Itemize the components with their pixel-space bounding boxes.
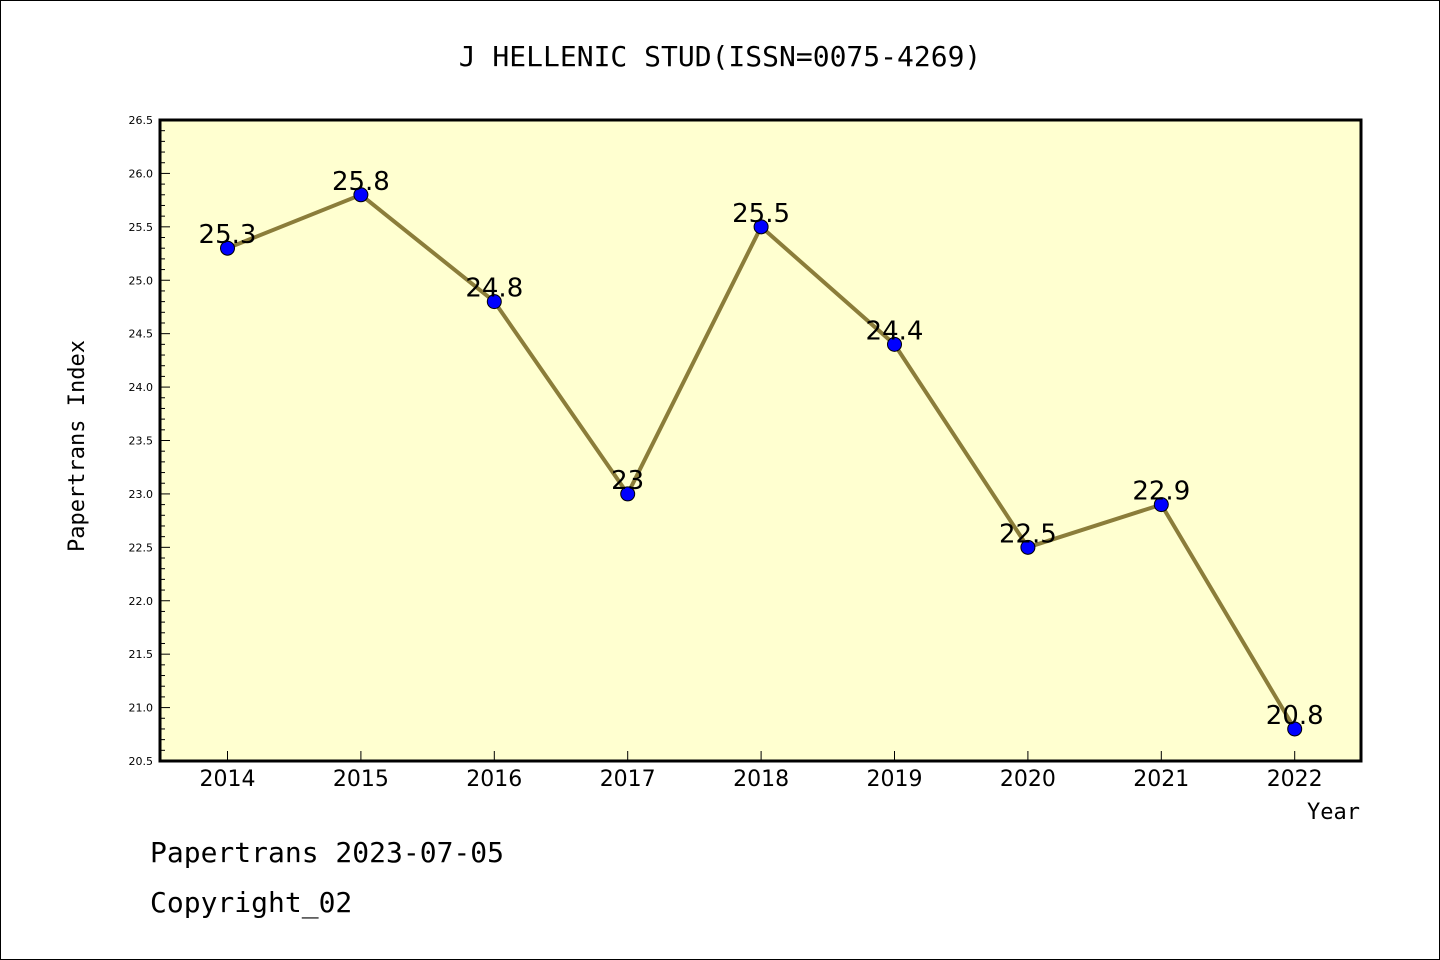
footer-source: Papertrans 2023-07-05 bbox=[150, 836, 505, 869]
y-tick-label: 21.0 bbox=[129, 702, 154, 715]
data-point bbox=[887, 336, 902, 352]
x-tick-label: 2017 bbox=[600, 767, 656, 792]
data-label: 25.5 bbox=[732, 199, 790, 229]
data-point bbox=[1287, 721, 1303, 737]
data-point bbox=[220, 240, 235, 256]
y-tick-label: 21.5 bbox=[129, 648, 154, 661]
x-tick-label: 2018 bbox=[733, 767, 789, 792]
y-tick-label: 25.0 bbox=[129, 274, 154, 287]
y-tick-label: 23.5 bbox=[129, 435, 154, 448]
data-label: 23 bbox=[611, 466, 644, 496]
x-tick-label: 2019 bbox=[867, 767, 923, 792]
x-tick-label: 2014 bbox=[200, 767, 256, 792]
y-tick-label: 22.5 bbox=[129, 541, 154, 554]
x-tick-label: 2020 bbox=[1000, 767, 1056, 792]
y-tick-label: 26.5 bbox=[129, 114, 154, 127]
data-label: 20.8 bbox=[1266, 701, 1324, 731]
y-tick-label: 23.0 bbox=[129, 488, 154, 501]
data-point bbox=[753, 219, 769, 235]
data-point bbox=[620, 486, 636, 502]
data-label: 25.3 bbox=[199, 220, 257, 250]
chart-title: J HELLENIC STUD(ISSN=0075-4269) bbox=[459, 40, 982, 73]
y-tick-label: 25.5 bbox=[129, 221, 154, 234]
data-labels: 25.3 25.8 24.8 23 25.5 24.4 22.5 22.9 20.8 bbox=[199, 167, 1324, 731]
x-tick-label: 2015 bbox=[333, 767, 389, 792]
x-tick-label: 2021 bbox=[1133, 767, 1189, 792]
footer-copyright: Copyright_02 bbox=[150, 886, 353, 919]
y-axis-label: Papertrans Index bbox=[65, 340, 90, 552]
y-tick-label: 20.5 bbox=[129, 755, 154, 768]
y-axis-ticks: 20.5 21.0 21.5 22.0 22.5 23.0 23.5 24.0 24.5 25.0… bbox=[129, 114, 170, 768]
data-label: 24.8 bbox=[465, 274, 523, 304]
y-tick-label: 24.5 bbox=[129, 328, 154, 341]
data-point bbox=[353, 187, 369, 203]
data-label: 24.4 bbox=[866, 316, 924, 346]
data-point bbox=[1153, 497, 1169, 513]
x-axis-label: Year bbox=[1307, 800, 1360, 825]
data-points bbox=[220, 187, 1303, 737]
y-tick-label: 22.0 bbox=[129, 595, 154, 608]
data-label: 22.9 bbox=[1132, 477, 1190, 507]
y-tick-label: 26.0 bbox=[129, 167, 154, 180]
x-tick-label: 2016 bbox=[466, 767, 522, 792]
x-tick-label: 2022 bbox=[1267, 767, 1323, 792]
data-point bbox=[486, 294, 502, 310]
data-label: 25.8 bbox=[332, 167, 390, 197]
data-point bbox=[1020, 539, 1036, 555]
plot-border bbox=[158, 118, 1363, 763]
x-axis-ticks: 2014 2015 2016 2017 2018 2019 2020 2021 2022 bbox=[200, 751, 1323, 792]
data-label: 22.5 bbox=[999, 519, 1057, 549]
y-tick-label: 24.0 bbox=[129, 381, 154, 394]
